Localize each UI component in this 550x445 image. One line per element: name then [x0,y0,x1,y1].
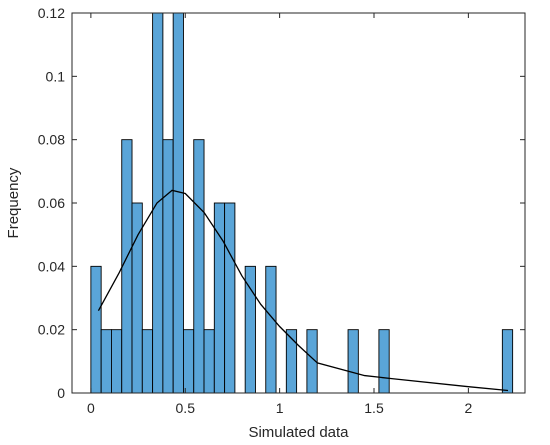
histogram-bar [90,265,102,394]
y-tick-label: 0.1 [46,68,66,84]
y-axis-label: Frequency [5,167,22,238]
y-tick-label: 0.06 [38,195,65,211]
histogram-bar [378,329,390,394]
histogram-bar [131,202,143,394]
x-tick-label: 0.5 [176,400,196,416]
density-curve [97,189,509,392]
histogram-bar [203,329,215,394]
histogram-bar [193,139,205,394]
histogram-bar [121,139,133,394]
x-tick-label: 0 [87,400,95,416]
y-tick-label: 0.08 [38,132,65,148]
histogram-bar [347,329,359,394]
histogram-bars [90,12,514,394]
y-tick-label: 0.04 [38,258,65,274]
histogram-bar [141,329,154,394]
histogram-bar [172,12,184,394]
histogram-bar [224,202,236,394]
histogram-bar [244,265,256,394]
histogram-bar [162,139,174,394]
x-axis-label: Simulated data [248,424,349,441]
x-axis-ticks: 0 0.5 1 1.5 2 [87,13,472,416]
histogram-bar [183,329,195,394]
x-tick-label: 1 [276,400,284,416]
y-tick-label: 0 [57,385,65,401]
histogram-bar [100,329,112,394]
histogram-bar [213,202,226,394]
x-tick-label: 1.5 [364,400,384,416]
histogram-bar [110,329,123,394]
x-tick-label: 2 [464,400,472,416]
histogram-bar [501,329,514,394]
y-tick-label: 0.12 [38,5,65,21]
histogram-bar [265,265,277,394]
y-tick-label: 0.02 [38,322,65,338]
y-axis-ticks: 0 0.02 0.04 0.06 0.08 0.1 0.12 [38,5,525,401]
